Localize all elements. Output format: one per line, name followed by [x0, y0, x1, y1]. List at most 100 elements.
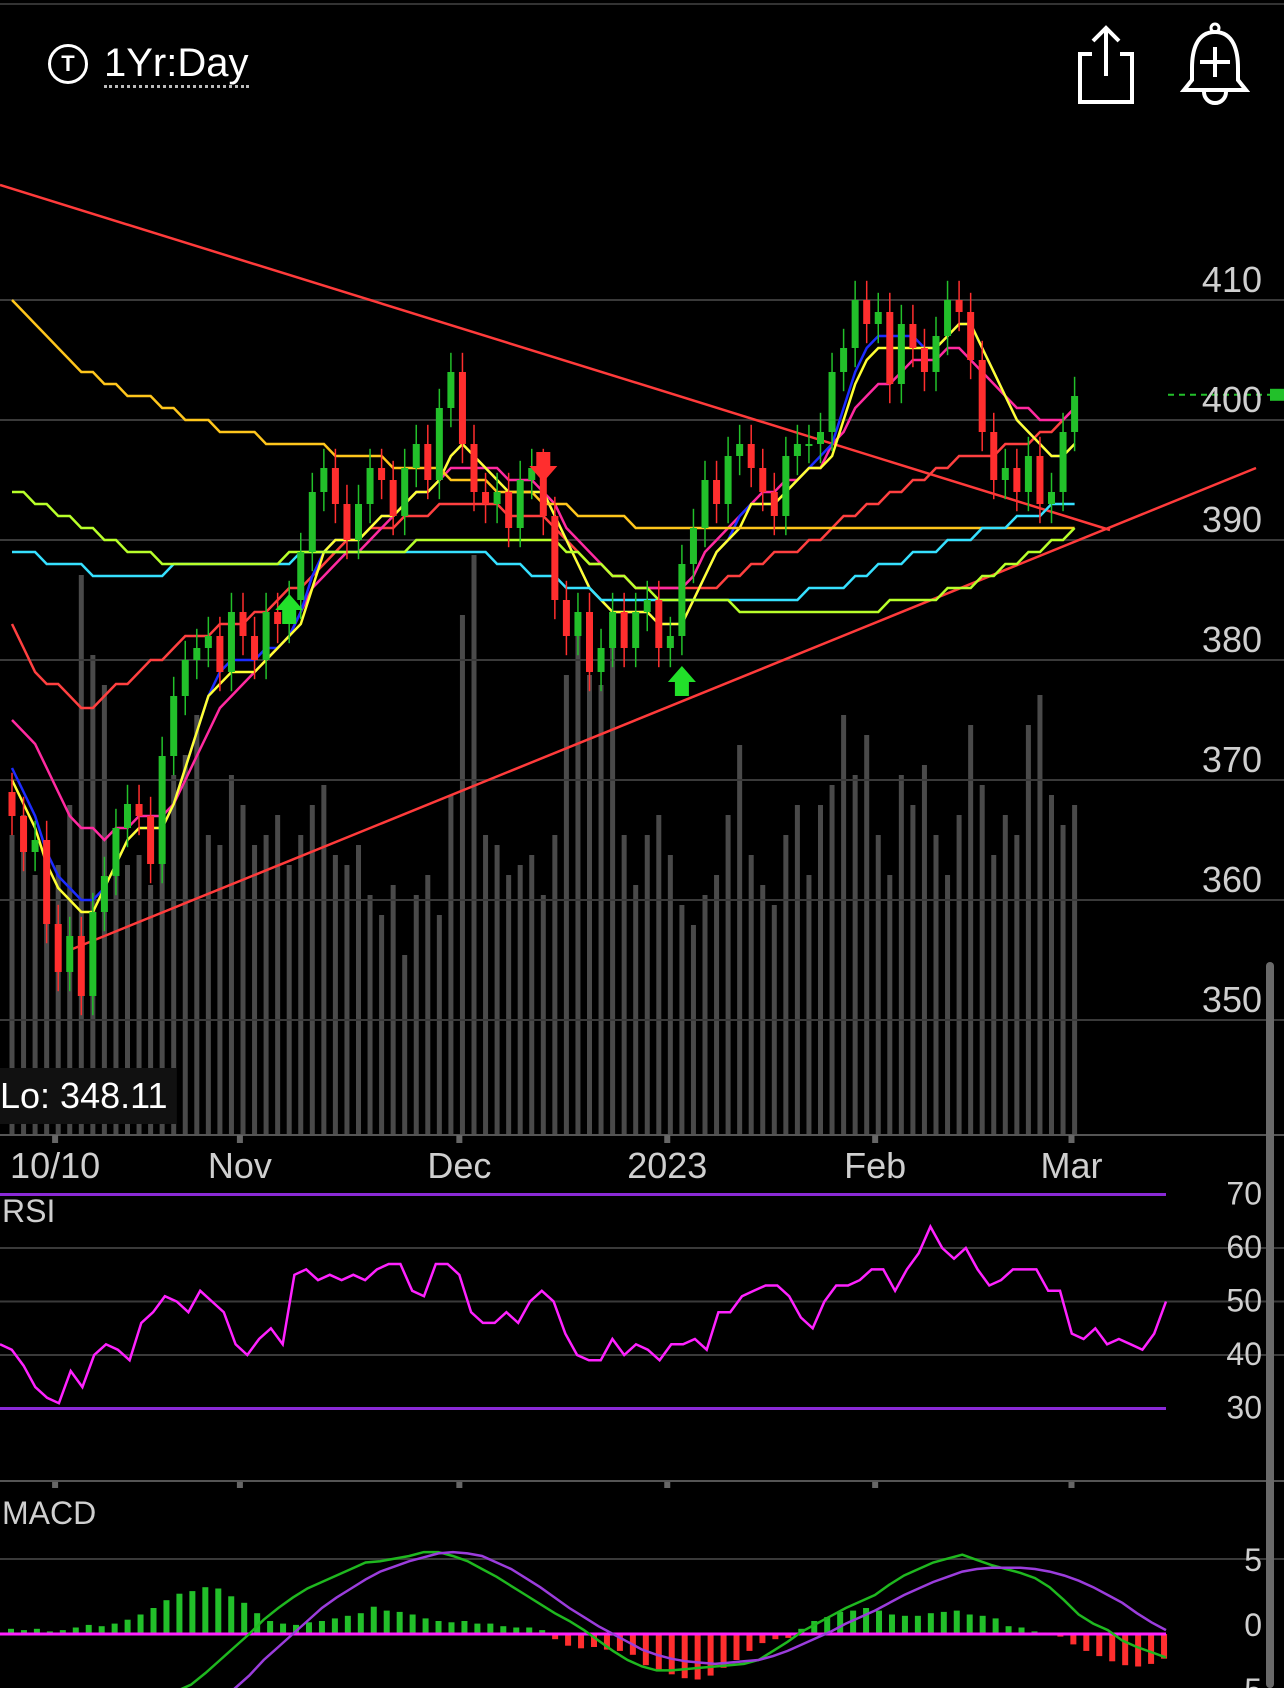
- macd-histogram-bar: [357, 1613, 364, 1634]
- macd-histogram-bar: [215, 1588, 222, 1634]
- rsi-line: [0, 1223, 1168, 1405]
- moving-average-line: [12, 490, 1076, 614]
- candle-body: [932, 336, 940, 372]
- volume-bar: [610, 635, 616, 1135]
- volume-bar: [1037, 695, 1043, 1135]
- volume-bar: [471, 555, 477, 1135]
- moving-average-line: [11, 346, 1076, 842]
- macd-histogram-bar: [953, 1610, 960, 1634]
- volume-bar: [1002, 815, 1008, 1135]
- volume-bar: [818, 805, 823, 1135]
- candle-body: [366, 468, 374, 504]
- macd-histogram-bar: [850, 1610, 857, 1634]
- volume-bar: [945, 875, 951, 1135]
- macd-histogram-bar: [876, 1610, 883, 1634]
- candle-body: [112, 828, 120, 876]
- volume-bar: [910, 805, 916, 1135]
- volume-bar: [1025, 725, 1031, 1135]
- y-tick-label: 400: [1202, 379, 1262, 420]
- candle-body: [990, 432, 998, 480]
- macd-histogram-bar: [992, 1618, 999, 1634]
- macd-pane: 5 0 -5: [0, 1542, 1284, 1688]
- volume-bar: [1060, 825, 1066, 1135]
- macd-histogram-bar: [124, 1619, 131, 1634]
- volume-bar: [240, 805, 246, 1135]
- volume-bar: [506, 875, 512, 1135]
- volume-bar: [356, 845, 361, 1135]
- volume-bar: [587, 675, 592, 1135]
- volume-bar: [44, 855, 50, 1135]
- volume-bar: [933, 835, 939, 1135]
- macd-histogram-bar: [422, 1618, 429, 1634]
- volume-bar: [332, 855, 338, 1135]
- candlesticks[interactable]: [8, 280, 1079, 1016]
- volume-bar: [540, 895, 546, 1135]
- candle-body: [967, 312, 975, 360]
- candle-body: [840, 348, 848, 372]
- candle-body: [100, 876, 108, 912]
- candle-body: [181, 660, 189, 696]
- candle-body: [632, 612, 640, 648]
- volume-bar: [205, 835, 211, 1135]
- macd-histogram-bar: [461, 1621, 468, 1634]
- period-label[interactable]: 1Yr:Day: [104, 41, 249, 88]
- volume-bar: [217, 845, 223, 1135]
- volume-bar: [841, 715, 847, 1135]
- volume-bar: [425, 875, 431, 1135]
- candle-body: [1059, 432, 1067, 492]
- low-label-bg: [0, 1068, 176, 1124]
- volume-bar: [702, 895, 708, 1135]
- share-button[interactable]: [1076, 24, 1136, 106]
- volume-bar: [148, 885, 154, 1135]
- x-tick-label: Nov: [208, 1145, 272, 1186]
- volume-bar: [252, 845, 258, 1135]
- candle-body: [1001, 468, 1009, 480]
- x-tick: [1068, 1482, 1075, 1488]
- volume-bar: [275, 815, 281, 1135]
- candle-body: [43, 840, 51, 924]
- macd-histogram-bar: [681, 1634, 688, 1679]
- macd-histogram-bar: [331, 1618, 338, 1634]
- candle-body: [724, 456, 732, 504]
- volume-bar: [32, 875, 38, 1135]
- macd-histogram-bar: [150, 1608, 157, 1634]
- low-label: Lo: 348.11: [0, 1075, 167, 1116]
- volume-bar: [806, 875, 812, 1135]
- macd-histogram-bar: [1018, 1627, 1025, 1634]
- add-alert-button[interactable]: [1179, 22, 1251, 106]
- macd-histogram-bar: [979, 1615, 986, 1634]
- last-price-marker: [1270, 388, 1284, 401]
- candle-body: [308, 492, 316, 552]
- macd-histogram-bar: [228, 1596, 235, 1634]
- candle-body: [574, 612, 582, 636]
- candle-body: [655, 600, 663, 648]
- buy-signal-arrow: [667, 666, 696, 696]
- volume-bar: [413, 895, 419, 1135]
- candle-body: [551, 516, 559, 600]
- macd-histogram-bar: [966, 1614, 973, 1634]
- candle-body: [516, 480, 524, 528]
- y-tick-label: 380: [1202, 619, 1262, 660]
- candle-body: [343, 504, 351, 540]
- macd-histogram-bar: [720, 1634, 727, 1668]
- volume-bar: [621, 835, 627, 1135]
- volume-bar: [136, 855, 142, 1135]
- volume-bar: [968, 725, 974, 1135]
- macd-histogram-bar: [370, 1606, 377, 1634]
- candle-body: [817, 432, 824, 444]
- volume-bar: [483, 835, 489, 1135]
- scrollbar[interactable]: [1266, 962, 1274, 1688]
- volume-bar: [379, 915, 385, 1135]
- period-selector[interactable]: T 1Yr:Day: [48, 40, 249, 88]
- candle-body: [1024, 456, 1032, 492]
- volume-bar: [321, 785, 327, 1135]
- candle-body: [89, 912, 97, 996]
- candle-body: [31, 840, 39, 852]
- candle-body: [793, 444, 801, 456]
- volume-bar: [113, 835, 119, 1135]
- macd-histogram-bar: [927, 1613, 934, 1634]
- buy-signal-arrow: [275, 594, 304, 624]
- volume-bar: [852, 775, 858, 1135]
- macd-histogram-bar: [72, 1627, 79, 1634]
